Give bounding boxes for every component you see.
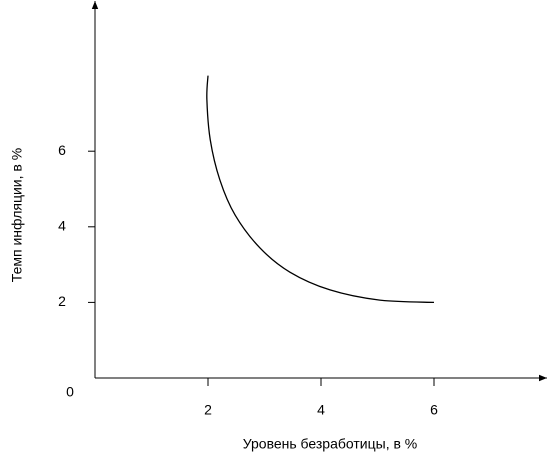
x-tick-label: 4 xyxy=(317,402,325,418)
curve xyxy=(206,75,435,304)
x-axis-title: Уровень безработицы, в % xyxy=(243,436,418,452)
y-tick-label: 2 xyxy=(58,293,66,309)
y-axis-title: Темп инфляции, в % xyxy=(9,148,25,282)
y-tick-label: 6 xyxy=(58,142,66,158)
y-tick-label: 4 xyxy=(58,218,66,234)
origin-label: 0 xyxy=(66,384,74,400)
x-tick-label: 2 xyxy=(204,402,212,418)
x-tick-label: 6 xyxy=(430,402,438,418)
